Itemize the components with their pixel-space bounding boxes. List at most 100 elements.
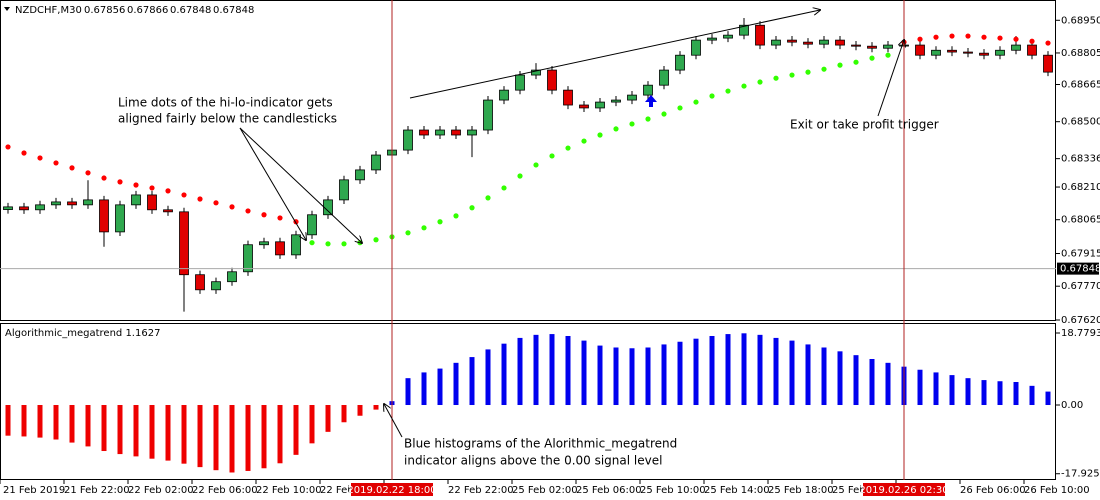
candle-body: [259, 241, 269, 246]
hi-lo-dot: [325, 241, 331, 247]
hi-lo-dot: [549, 153, 555, 159]
hi-lo-dot: [373, 237, 379, 243]
hi-lo-dot: [69, 165, 75, 171]
annotation-arrow: [239, 127, 306, 240]
x-tick-label: 21 Feb 22:00: [64, 485, 130, 496]
candle-body: [371, 154, 381, 171]
hi-lo-dot: [149, 185, 155, 191]
hi-lo-dot: [453, 213, 459, 219]
hi-lo-dot: [853, 59, 859, 65]
candle-body: [403, 129, 413, 151]
hi-lo-dot: [613, 126, 619, 132]
histogram-bar: [821, 347, 827, 406]
histogram-bar: [85, 405, 91, 447]
hi-lo-dot: [469, 205, 475, 211]
histogram-bar: [853, 355, 859, 406]
hi-lo-dot: [1045, 40, 1051, 46]
annotation: aligned fairly below the candlesticks: [118, 112, 337, 126]
y-tick-label: 0.68336: [1061, 154, 1100, 165]
candle-body: [3, 206, 13, 210]
hi-lo-dot: [917, 36, 923, 42]
candle-body: [291, 234, 301, 256]
hi-lo-dot: [837, 62, 843, 68]
candle-body: [67, 201, 77, 206]
candle-body: [307, 214, 317, 236]
hi-lo-dot: [677, 105, 683, 111]
annotation: Lime dots of the hi-lo-indicator gets: [118, 96, 333, 110]
candle-body: [115, 204, 125, 233]
hi-lo-dot: [485, 195, 491, 201]
hi-lo-dot: [21, 150, 27, 156]
y-tick-label: 0.68805: [1061, 48, 1100, 59]
hi-lo-dot: [37, 155, 43, 161]
plot-layer: [0, 0, 1056, 480]
ohlc-value: 0.67848: [170, 5, 211, 16]
candle-body: [883, 44, 893, 49]
x-marker-box: [351, 483, 433, 496]
hi-lo-dot: [277, 215, 283, 221]
candle-body: [339, 179, 349, 201]
hi-lo-dot: [965, 33, 971, 39]
histogram-bar: [69, 405, 75, 443]
candle-body: [35, 204, 45, 211]
histogram-bar: [949, 375, 955, 406]
histogram-bar: [117, 405, 123, 455]
hi-lo-dot: [741, 83, 747, 89]
histogram-bar: [613, 347, 619, 406]
candle-body: [1027, 44, 1037, 56]
hi-lo-dot: [629, 121, 635, 127]
histogram-bar: [469, 357, 475, 406]
candle-body: [355, 169, 365, 181]
ohlc-value: 0.67866: [127, 5, 168, 16]
histogram-bar: [405, 378, 411, 406]
annotation: Blue histograms of the Alorithmic_megatr…: [404, 437, 677, 451]
current-price-box: [1057, 262, 1099, 275]
candle-body: [435, 129, 445, 136]
indicator-title: Algorithmic_megatrend 1.1627: [5, 328, 160, 339]
candle-body: [595, 101, 605, 109]
histogram-bar: [165, 405, 171, 461]
histogram-bar: [517, 337, 523, 406]
histogram-bar: [293, 405, 299, 455]
y-tick-label: 0.68210: [1061, 182, 1100, 193]
histogram-bar: [1013, 382, 1019, 406]
histogram-bar: [533, 334, 539, 406]
hi-lo-dot: [133, 182, 139, 188]
y-tick-label: 0.68065: [1061, 215, 1100, 226]
histogram-bar: [245, 405, 251, 471]
hi-lo-dot: [341, 241, 347, 247]
hi-lo-dot: [565, 145, 571, 151]
histogram-bar: [325, 405, 331, 432]
candle-body: [995, 49, 1005, 56]
histogram-bar: [357, 405, 363, 416]
candle-body: [147, 194, 157, 211]
histogram-bar: [373, 405, 379, 410]
x-tick-label: 26 Feb 10:00: [1024, 485, 1090, 496]
hi-lo-dot: [405, 230, 411, 236]
candle-body: [787, 39, 797, 43]
hi-lo-dot: [997, 35, 1003, 41]
histogram-bar: [21, 405, 27, 437]
histogram-bar: [885, 362, 891, 406]
histogram-bar: [261, 405, 267, 469]
candle-body: [915, 44, 925, 56]
ohlc-value: 0.67856: [84, 5, 125, 16]
candle-body: [83, 199, 93, 206]
y-tick-label: 0.67770: [1061, 281, 1100, 292]
candle-body: [659, 69, 669, 86]
hi-lo-dot: [709, 93, 715, 99]
ohlc-value: 0.67848: [213, 5, 254, 16]
histogram-bar: [709, 335, 715, 406]
histogram-bar: [149, 405, 155, 459]
main-panel: [0, 0, 1056, 321]
x-tick-label: 25 Feb 18:00: [768, 485, 834, 496]
histogram-bar: [757, 334, 763, 406]
histogram-bar: [197, 405, 203, 468]
current-price-label: 0.67848: [1060, 264, 1100, 275]
candle-body: [51, 201, 61, 206]
hi-lo-dot: [309, 240, 315, 246]
candle-body: [131, 194, 141, 206]
hi-lo-dot: [933, 34, 939, 40]
